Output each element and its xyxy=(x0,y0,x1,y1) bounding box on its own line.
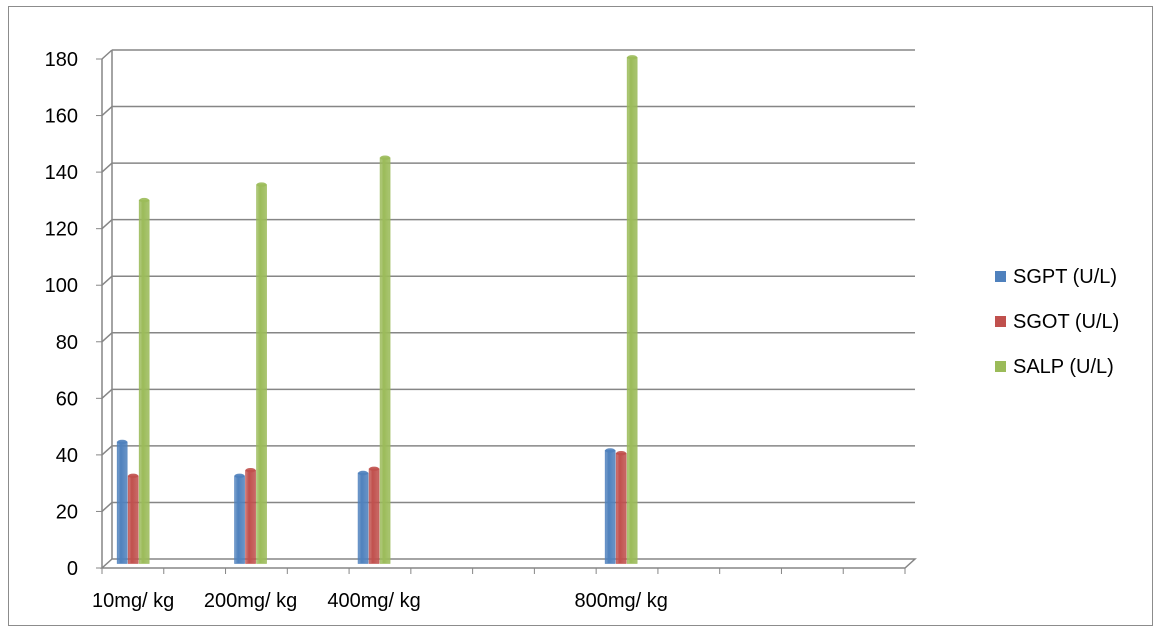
bar-top xyxy=(128,473,139,479)
y-tick-label: 40 xyxy=(56,445,78,467)
y-axis: 0 20 40 60 80 100 120 140 160 180 xyxy=(45,49,103,580)
bar-top xyxy=(256,182,267,187)
gridlines xyxy=(101,49,915,559)
bars xyxy=(116,55,638,564)
legend-label: SGPT (U/L) xyxy=(1013,266,1117,288)
bar-top xyxy=(358,470,369,476)
chart-frame xyxy=(8,6,1153,626)
gridline-depth xyxy=(101,275,113,286)
gridline-depth xyxy=(101,501,113,513)
bar-top xyxy=(605,448,616,453)
x-tick-label: 400mg/ kg xyxy=(327,590,420,612)
bar-body xyxy=(127,475,139,564)
bar xyxy=(379,155,391,564)
y-tick-label: 180 xyxy=(45,49,78,71)
bar-top xyxy=(380,155,391,160)
gridline-depth xyxy=(101,445,113,456)
bar-body xyxy=(245,469,256,564)
y-tick-label: 80 xyxy=(56,332,78,354)
y-tick-label: 60 xyxy=(56,388,78,410)
x-tick-label: 200mg/ kg xyxy=(204,590,297,612)
gridline-depth xyxy=(101,388,113,399)
x-tick-label: 800mg/ kg xyxy=(574,590,667,612)
bar-body xyxy=(626,57,638,564)
floor xyxy=(100,558,917,569)
bar xyxy=(626,55,638,564)
x-tick-labels: 10mg/ kg 200mg/ kg 400mg/ kg 800mg/ kg xyxy=(92,590,668,612)
bar-top xyxy=(117,439,128,445)
y-tick-label: 160 xyxy=(45,106,78,128)
bar-top xyxy=(369,466,380,471)
bar-body xyxy=(357,472,369,564)
legend-swatch xyxy=(995,361,1006,372)
bar-top xyxy=(245,467,256,473)
gridline-depth xyxy=(101,219,113,230)
bar-body xyxy=(368,468,380,564)
legend-label: SALP (U/L) xyxy=(1013,356,1114,378)
y-tick-label: 20 xyxy=(56,501,78,523)
bar xyxy=(234,473,245,564)
legend: SGPT (U/L) SGOT (U/L) SALP (U/L) xyxy=(995,266,1119,378)
bar xyxy=(368,466,380,564)
bar xyxy=(256,182,267,564)
bar-body xyxy=(116,441,128,564)
bar xyxy=(116,439,128,564)
bar-top xyxy=(627,55,638,60)
y-tick-label: 120 xyxy=(45,219,78,241)
y-tick-label: 100 xyxy=(45,275,78,297)
gridline-depth xyxy=(101,49,113,60)
y-tick-label: 0 xyxy=(67,558,78,580)
bar xyxy=(127,473,139,564)
gridline-depth xyxy=(101,105,113,117)
bar-body xyxy=(615,452,627,564)
y-tick-label: 140 xyxy=(45,162,78,184)
bar xyxy=(357,470,369,564)
bar xyxy=(138,197,150,564)
bar-body xyxy=(379,157,391,564)
bar xyxy=(245,467,256,564)
bar-top xyxy=(139,197,150,203)
legend-swatch xyxy=(995,316,1006,327)
x-axis xyxy=(100,558,917,574)
legend-swatch xyxy=(995,271,1006,282)
bar-body xyxy=(234,475,245,564)
bar-body xyxy=(604,450,616,564)
bar-body xyxy=(256,184,267,564)
bar xyxy=(615,451,627,564)
bar xyxy=(604,448,616,564)
bar-top xyxy=(616,451,627,456)
gridline-depth xyxy=(101,162,113,173)
x-tick-label: 10mg/ kg xyxy=(92,590,174,612)
bar-body xyxy=(138,199,150,564)
bar-top xyxy=(234,473,245,479)
gridline-depth xyxy=(101,332,113,343)
legend-label: SGOT (U/L) xyxy=(1013,311,1119,333)
